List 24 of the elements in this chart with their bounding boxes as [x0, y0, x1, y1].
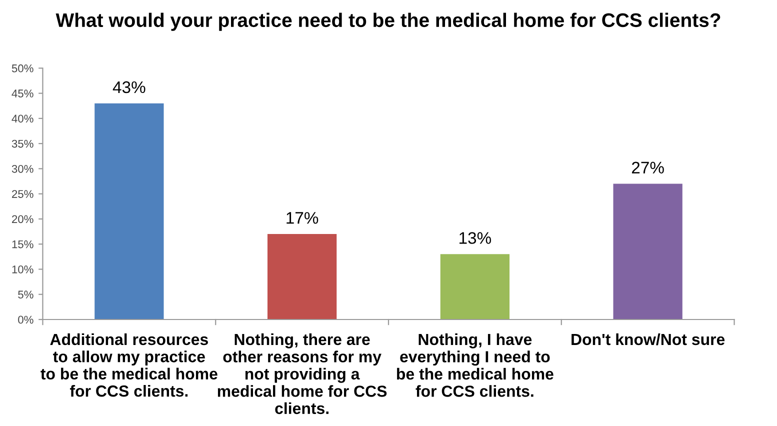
y-tick-label: 25% — [12, 190, 34, 198]
data-label: 43% — [112, 81, 146, 94]
data-label: 17% — [286, 212, 318, 224]
y-tick-label: 35% — [12, 140, 34, 148]
y-tick-label: 0% — [18, 316, 34, 324]
data-label: 13% — [460, 232, 492, 244]
y-tick-label: 15% — [12, 240, 34, 248]
bar — [613, 184, 682, 320]
x-tick-label: Additional resources to allow my practice to be the medical home for CCS clients. — [40, 333, 218, 397]
y-tick-label: 5% — [18, 290, 34, 298]
x-tick-label: Nothing, there are other reasons for my not providing a medical home for CCS clients. — [218, 333, 387, 414]
y-tick-label: 45% — [12, 90, 34, 98]
chart-title: What would your practice need to be the medical home for CCS clients? — [56, 12, 720, 31]
y-tick-label: 50% — [12, 64, 34, 72]
x-tick-label: Don't know/Not sure — [572, 333, 725, 346]
bar — [440, 254, 510, 320]
bar — [94, 103, 164, 320]
y-tick-label: 30% — [12, 164, 34, 173]
data-label: 27% — [632, 162, 664, 174]
y-tick-label: 20% — [12, 215, 34, 224]
y-tick-label: 40% — [12, 114, 34, 123]
x-tick-label: Nothing, I have everything I need to be the medical home for CCS clients. — [397, 333, 554, 397]
bar — [267, 234, 337, 320]
y-tick-label: 10% — [12, 266, 34, 274]
